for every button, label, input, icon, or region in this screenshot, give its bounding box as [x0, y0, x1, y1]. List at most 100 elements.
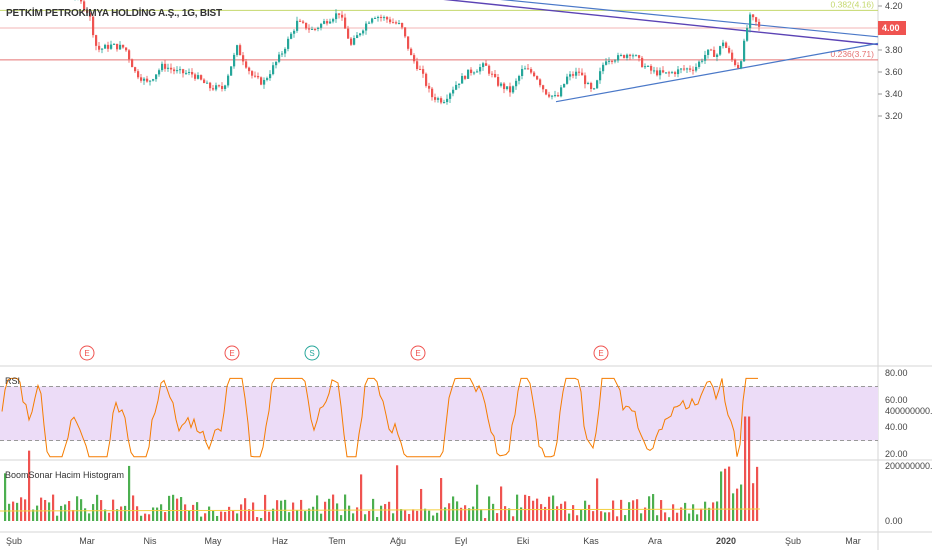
candle-body — [239, 45, 242, 56]
candle-body — [701, 60, 704, 62]
volume-bar — [108, 512, 111, 521]
candle-body — [665, 72, 668, 74]
candle-body — [533, 72, 536, 77]
volume-bar — [452, 496, 455, 521]
candle-body — [713, 49, 716, 57]
candle-body — [392, 22, 395, 24]
volume-bar — [648, 496, 651, 521]
time-axis-label: Haz — [272, 536, 289, 546]
volume-bar — [428, 510, 431, 521]
volume-bar — [16, 502, 19, 521]
candle-body — [140, 77, 143, 81]
candle-body — [548, 94, 551, 97]
volume-bar — [480, 509, 483, 521]
volume-bar — [224, 511, 227, 521]
volume-bar — [628, 502, 631, 521]
time-axis-label: Şub — [785, 536, 801, 546]
volume-bar — [492, 503, 495, 521]
candle-body — [200, 75, 203, 80]
candle-body — [386, 17, 389, 20]
candle-body — [401, 23, 404, 28]
volume-bar — [632, 500, 635, 521]
candle-body — [335, 13, 338, 20]
candle-body — [323, 21, 326, 24]
event-marker — [224, 345, 240, 361]
candle-body — [179, 69, 182, 71]
time-axis-label: May — [204, 536, 222, 546]
volume-bar — [672, 504, 675, 521]
candle-body — [365, 23, 368, 31]
candle-body — [107, 44, 110, 49]
candle-body — [236, 45, 239, 55]
volume-bar — [496, 513, 499, 521]
volume-bar — [516, 494, 519, 521]
candle-body — [329, 21, 332, 24]
price-tick-label: 3.20 — [885, 111, 903, 121]
candle-body — [233, 54, 236, 67]
candle-body — [122, 44, 125, 48]
rsi-tick-label: 20.00 — [885, 449, 908, 459]
volume-bar — [748, 416, 751, 521]
candle-body — [509, 86, 512, 93]
candle-body — [755, 17, 758, 22]
candle-body — [113, 43, 116, 45]
candle-body — [251, 71, 254, 76]
volume-bar — [268, 511, 271, 521]
candle-body — [188, 71, 191, 73]
volume-bar — [56, 515, 59, 521]
candle-body — [143, 78, 146, 81]
volume-average-line — [0, 508, 761, 512]
volume-bar — [220, 511, 223, 521]
candle-body — [425, 73, 428, 86]
candle-body — [758, 21, 761, 27]
volume-bar — [436, 512, 439, 521]
candle-body — [347, 28, 350, 39]
candle-body — [209, 82, 212, 89]
fib-level-label: 0.382(4.16) — [831, 0, 875, 9]
candle-body — [689, 68, 692, 70]
candle-body — [593, 88, 596, 90]
volume-bar — [288, 512, 291, 521]
candle-body — [170, 67, 173, 70]
volume-bar — [352, 513, 355, 521]
candle-body — [446, 98, 449, 103]
candle-body — [638, 55, 641, 58]
price-tick-label: 3.60 — [885, 67, 903, 77]
candle-body — [620, 55, 623, 57]
candle-body — [245, 61, 248, 68]
candle-body — [704, 54, 707, 61]
time-axis-label: Tem — [328, 536, 345, 546]
candle-body — [695, 66, 698, 71]
candle-body — [710, 49, 713, 51]
candle-body — [416, 61, 419, 70]
candle-body — [572, 74, 575, 76]
volume-bar — [524, 494, 527, 521]
candle-body — [449, 93, 452, 99]
volume-bar — [592, 511, 595, 521]
volume-tick-label: 400000000.00 — [885, 406, 932, 416]
volume-bar — [716, 501, 719, 521]
candle-body — [146, 78, 149, 82]
volume-bar — [256, 517, 259, 521]
volume-bar — [192, 504, 195, 521]
candle-body — [83, 1, 86, 11]
candle-body — [722, 42, 725, 47]
volume-bar — [652, 494, 655, 521]
volume-bar — [456, 501, 459, 521]
candle-body — [398, 23, 401, 25]
volume-bar — [720, 471, 723, 521]
candle-body — [404, 27, 407, 37]
volume-bar — [332, 494, 335, 521]
volume-bar — [724, 468, 727, 521]
candle-body — [560, 87, 563, 97]
candle-body — [602, 64, 605, 72]
candle-body — [296, 20, 299, 31]
volume-bar — [640, 513, 643, 521]
volume-bar — [504, 506, 507, 521]
candle-body — [464, 75, 467, 79]
candle-body — [302, 21, 305, 23]
volume-bar — [232, 510, 235, 521]
volume-bar — [660, 500, 663, 521]
volume-bar — [60, 505, 63, 521]
volume-bar — [560, 503, 563, 521]
